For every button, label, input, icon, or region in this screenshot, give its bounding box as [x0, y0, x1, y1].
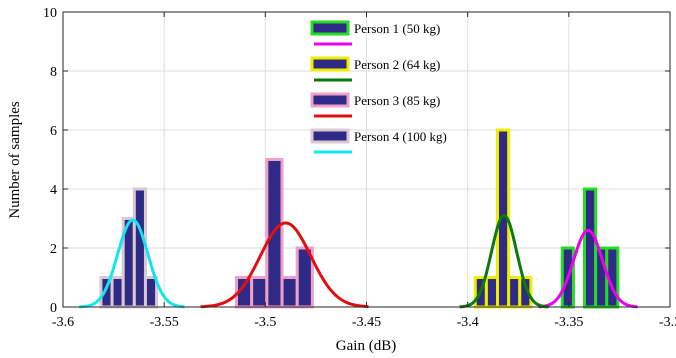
legend-swatch-person-1: [310, 20, 350, 36]
legend-swatch-person-3: [310, 92, 350, 108]
histogram-bar: [507, 276, 522, 309]
y-axis-title: Number of samples: [7, 101, 23, 219]
y-tick-label: 2: [50, 242, 57, 257]
x-tick-label: -3.4: [457, 315, 479, 330]
histogram-bar: [250, 276, 269, 309]
x-tick-label: -3.6: [52, 315, 74, 330]
x-axis-title: Gain (dB): [336, 338, 396, 354]
histogram-bar: [280, 276, 299, 309]
x-tick-label: -3.45: [352, 315, 381, 330]
legend-swatch-person-4: [310, 128, 350, 144]
y-tick-label: 8: [50, 65, 57, 80]
legend: Person 1 (50 kg) Person 2 (64 kg) Person 3…: [310, 20, 447, 154]
histogram-bar: [110, 276, 125, 309]
fit-curves: [79, 214, 638, 309]
legend-label-person-2: Person 2 (64 kg): [354, 57, 440, 72]
y-tick-label: 0: [50, 301, 57, 316]
legend-label-person-3: Person 3 (85 kg): [354, 93, 440, 108]
x-tick-label: -3.35: [554, 315, 583, 330]
histogram-bar: [143, 276, 159, 309]
histogram-bar: [484, 276, 500, 309]
y-tick-label: 4: [50, 183, 57, 198]
histogram-bar: [583, 187, 598, 309]
fit-curve-person-2: [459, 214, 549, 309]
x-tick-label: -3.3: [659, 315, 676, 330]
fit-curve-person-4: [79, 218, 185, 309]
x-tick-label: -3.5: [254, 315, 276, 330]
fit-curve-person-3: [200, 221, 369, 309]
x-tick-label: -3.55: [150, 315, 179, 330]
legend-label-person-1: Person 1 (50 kg): [354, 21, 440, 36]
y-tick-label: 10: [43, 6, 57, 21]
legend-label-person-4: Person 4 (100 kg): [354, 129, 447, 144]
axis-ticks: -3.6 -3.55 -3.5 -3.45 -3.4 -3.35 -3.3 0 2 4 6 8 10: [43, 6, 676, 330]
legend-swatch-person-2: [310, 56, 350, 72]
histogram-bar: [132, 187, 147, 309]
fit-curve-person-1: [538, 228, 638, 309]
y-tick-label: 6: [50, 124, 57, 139]
